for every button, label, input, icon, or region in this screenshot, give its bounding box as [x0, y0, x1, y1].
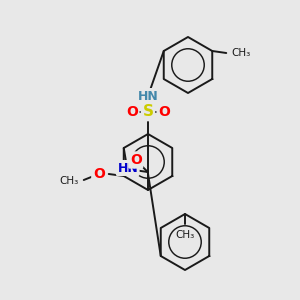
Text: O: O [130, 153, 142, 167]
Text: O: O [126, 105, 138, 119]
Text: CH₃: CH₃ [176, 230, 195, 240]
Text: CH₃: CH₃ [59, 176, 79, 186]
Text: O: O [93, 167, 105, 181]
Text: HN: HN [138, 89, 158, 103]
Text: S: S [142, 104, 154, 119]
Text: HN: HN [117, 161, 138, 175]
Text: CH₃: CH₃ [231, 48, 250, 58]
Text: O: O [158, 105, 170, 119]
